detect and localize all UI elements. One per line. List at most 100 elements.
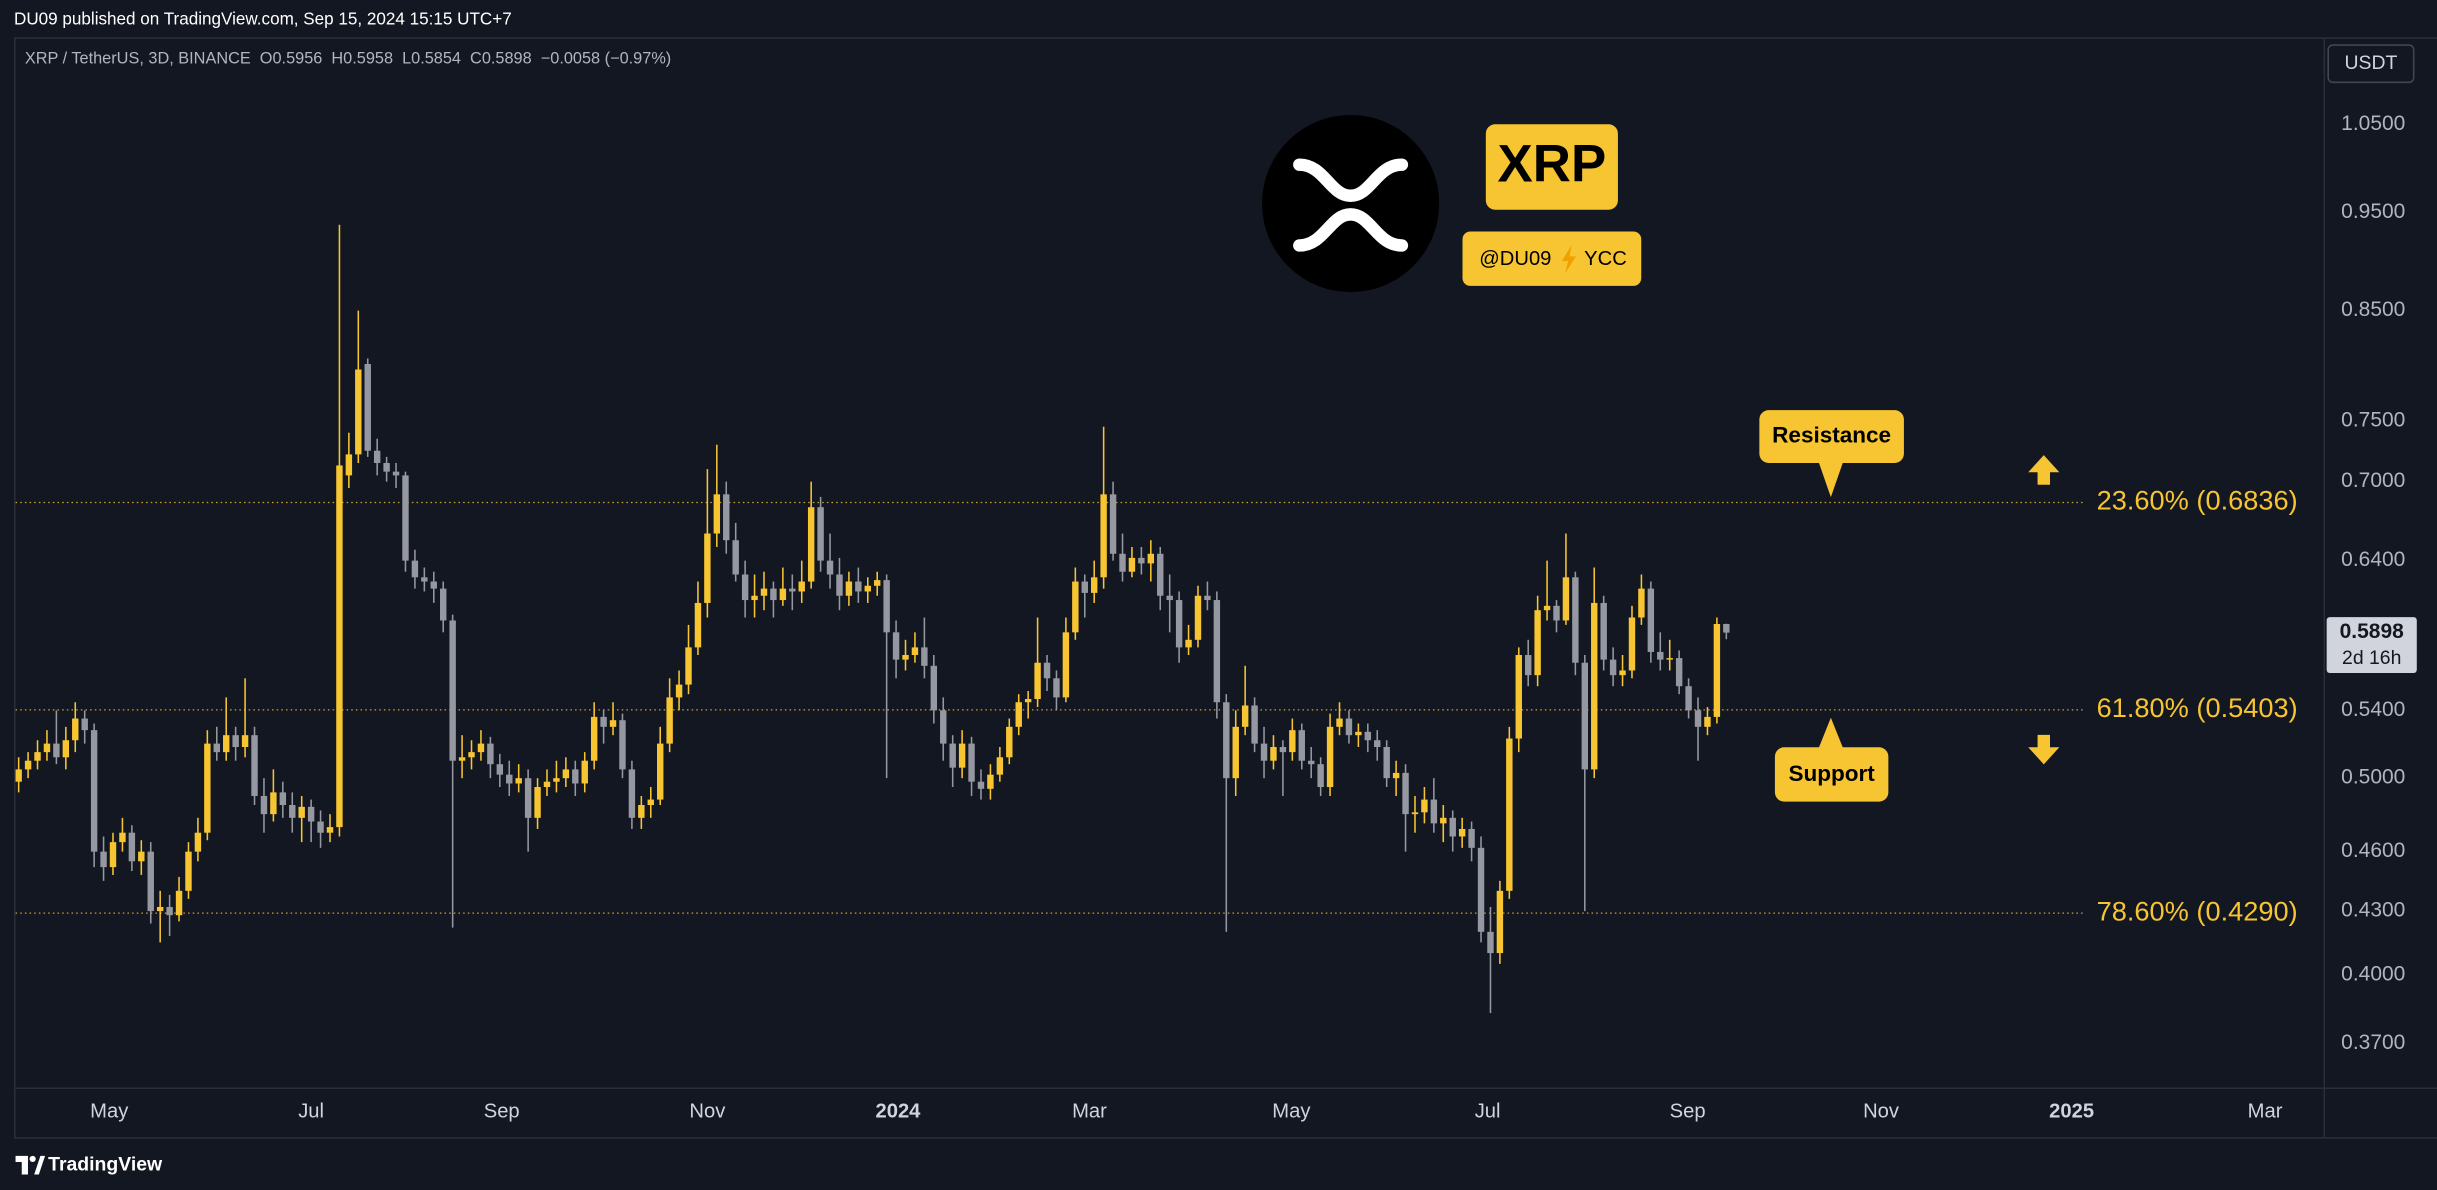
currency-box[interactable] [2327, 44, 2415, 84]
candle-body [1081, 581, 1088, 593]
candle-body [1609, 659, 1617, 676]
candle-body [581, 760, 588, 784]
candle-body [411, 560, 419, 578]
candle-body [1638, 588, 1645, 618]
candle-body [1685, 686, 1692, 711]
candle-body [1421, 799, 1428, 813]
candle-body [109, 842, 117, 868]
candle-body [1675, 658, 1683, 687]
candle-body [657, 743, 664, 800]
logo-mark [29, 1155, 36, 1163]
candle-body [1374, 740, 1381, 748]
candle-body [817, 507, 824, 561]
y-tick-label: 0.9500 [2341, 200, 2405, 223]
candle-body [1713, 623, 1721, 717]
candle-body [1289, 730, 1296, 753]
candle-body [949, 743, 956, 768]
candle-body [685, 647, 692, 685]
candle-body [855, 581, 862, 592]
candle-body [1524, 655, 1532, 676]
y-tick-label: 0.6400 [2341, 548, 2405, 571]
x-tick-label: Mar [1072, 1101, 1107, 1123]
candle-body [1298, 730, 1305, 761]
candle-body [392, 471, 400, 476]
resistance-label: Resistance [1772, 422, 1891, 447]
candle-body [1657, 651, 1664, 660]
symbol-badge-text: XRP [1498, 135, 1607, 194]
candle-body [713, 494, 721, 534]
candle-body [666, 697, 673, 744]
candle-body [1090, 577, 1098, 593]
candle-body [364, 363, 371, 451]
candle-body [279, 792, 287, 806]
logo-circle [1262, 114, 1440, 293]
candle-body [251, 735, 258, 796]
candle-body [1355, 731, 1362, 736]
candle-body [128, 832, 136, 862]
candle-body [194, 832, 202, 852]
down-arrow [2028, 734, 2060, 765]
candle-body [156, 906, 164, 912]
x-tick-label: Jul [298, 1101, 324, 1123]
support-callout [1774, 747, 1889, 802]
callout-pointer [1818, 717, 1844, 749]
candle-body [807, 507, 815, 582]
candle-body [90, 730, 98, 852]
candle-body [741, 574, 749, 601]
candle-body [166, 906, 173, 916]
candle-body [204, 743, 211, 833]
symbol-badge [1485, 124, 1618, 210]
y-tick-label: 0.7000 [2341, 469, 2405, 492]
candle-body [1279, 747, 1287, 753]
symbol-legend: XRP / TetherUS, 3D, BINANCE O0.5956 H0.5… [25, 49, 671, 67]
y-tick-label: 0.3700 [2341, 1031, 2405, 1054]
candle-body [1364, 731, 1372, 741]
candle-body [1345, 718, 1353, 736]
candle-body [138, 851, 145, 862]
currency-button[interactable]: USDT [2327, 44, 2415, 84]
candle-body [1600, 602, 1607, 660]
candle-body [562, 769, 570, 779]
candle-body [468, 752, 475, 758]
candle-body [232, 735, 239, 748]
candle-body [336, 465, 343, 828]
candle-body [1138, 557, 1145, 564]
candle-body [798, 581, 805, 592]
candle-body [1185, 639, 1192, 648]
candle-body [355, 369, 362, 455]
candle-body [1572, 577, 1579, 663]
candle-body [1157, 553, 1164, 596]
candle-body [1723, 623, 1730, 633]
candle-body [1119, 553, 1126, 572]
x-tick-label: Nov [689, 1101, 726, 1123]
candle-body [1515, 655, 1522, 739]
resistance-callout [1759, 410, 1904, 463]
footer-brand: TradingView [48, 1153, 163, 1175]
candle-body [1006, 726, 1013, 758]
candle-body [1468, 828, 1475, 848]
candle-body [477, 743, 485, 753]
candle-body [1704, 716, 1711, 727]
candle-body [1147, 553, 1155, 564]
candle-body [864, 585, 871, 592]
candle-body [845, 581, 853, 596]
candle-body [1402, 772, 1409, 815]
candle-body [930, 665, 938, 711]
logo-stroke [1293, 158, 1409, 202]
currency-label[interactable]: USDT [2345, 52, 2398, 74]
candle-body [1128, 557, 1136, 572]
candle-body [24, 760, 32, 770]
y-tick-label: 0.8500 [2341, 298, 2405, 321]
y-tick-label: 0.4600 [2341, 839, 2405, 862]
candle-body [260, 795, 268, 815]
candle-body [317, 821, 324, 833]
candle-body [732, 540, 739, 575]
candle-body [1024, 699, 1032, 703]
candle-body [1232, 726, 1239, 779]
candle-body [1194, 595, 1202, 640]
candle-body [1062, 632, 1070, 698]
candle-body [298, 806, 305, 818]
candle-body [968, 743, 975, 782]
candle-body [1666, 658, 1673, 660]
candle-body [1496, 890, 1504, 954]
